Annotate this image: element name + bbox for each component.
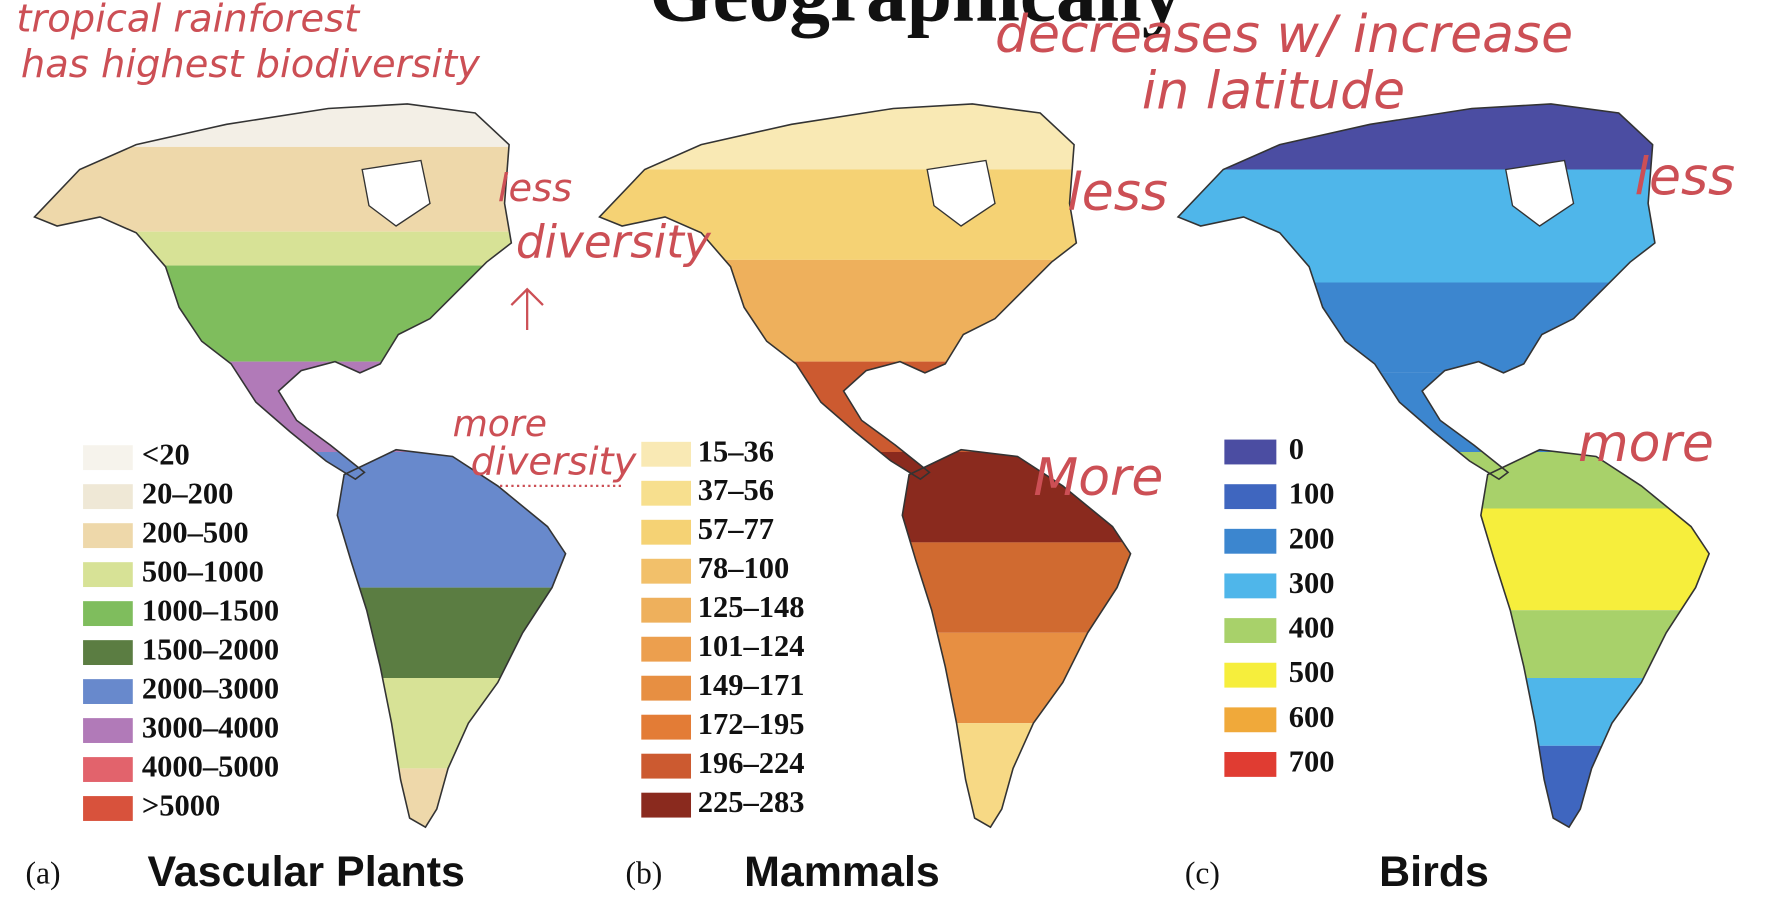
legend-swatch [1224, 752, 1277, 777]
panel-letter: (c) [1185, 856, 1220, 891]
legend-label: 3000–4000 [142, 711, 279, 745]
legend-swatch [641, 441, 692, 467]
panel-caption: Birds [1379, 848, 1489, 896]
legend-swatch [641, 753, 692, 779]
annotation: in latitude [1142, 61, 1405, 121]
legend-label: 2000–3000 [142, 672, 279, 706]
legend-swatch [1224, 618, 1277, 643]
legend-label: 1000–1500 [142, 594, 279, 628]
shade-band [599, 361, 1131, 452]
legend-label: 200–500 [142, 516, 249, 550]
annotation: has highest biodiversity [21, 42, 481, 87]
legend-label: 15–36 [698, 434, 774, 468]
arrow [510, 287, 544, 330]
shade-band [1178, 282, 1710, 373]
legend-swatch [1224, 484, 1277, 510]
legend-label: 200 [1289, 521, 1335, 555]
legend-swatch [83, 484, 133, 510]
legend-label: 37–56 [698, 473, 774, 507]
shade-band [34, 146, 566, 232]
annotation: tropical rainforest [16, 0, 361, 42]
legend-swatch [1224, 662, 1277, 688]
legend-label: 300 [1289, 566, 1335, 600]
shade-band [599, 259, 1131, 362]
legend-swatch [641, 636, 692, 662]
annotation: less [1635, 147, 1736, 207]
legend-label: 500–1000 [142, 555, 264, 589]
panel-caption: Vascular Plants [147, 848, 464, 896]
annotations: tropical rainforest has highest biodiver… [16, 0, 1735, 508]
shade-band [34, 265, 566, 362]
legend-swatch [83, 718, 133, 743]
annotation: more [453, 402, 547, 445]
legend-swatch [1224, 439, 1277, 465]
lake [1504, 159, 1575, 227]
lake [926, 159, 996, 227]
legend-swatch [83, 445, 133, 471]
annotation: less [1067, 163, 1168, 223]
legend-swatch [641, 597, 692, 623]
legend-label: 500 [1289, 655, 1335, 689]
shade-band [34, 231, 566, 266]
lake [361, 159, 431, 227]
legend-label: 172–195 [698, 707, 805, 741]
legend-swatch [641, 480, 692, 506]
legend-label: 225–283 [698, 785, 805, 819]
legend-label: 0 [1289, 432, 1304, 466]
panel-letter: (a) [25, 856, 60, 891]
legend-label: 20–200 [142, 477, 234, 511]
legend-label: 400 [1289, 611, 1335, 645]
legend-label: 1500–2000 [142, 633, 279, 667]
legend-label: 78–100 [698, 551, 790, 585]
legend-swatch [641, 519, 692, 545]
annotation: more [1578, 414, 1714, 474]
legend-label: 600 [1289, 700, 1335, 734]
annotation: diversity [516, 216, 712, 269]
legend-swatch [83, 640, 133, 666]
legend-swatch [1224, 573, 1277, 599]
legend-swatch [641, 792, 692, 818]
legend-label: 100 [1289, 477, 1335, 511]
legend-swatch [641, 558, 692, 584]
page-title: Geographically [649, 0, 1182, 38]
legend-swatch [1224, 528, 1277, 554]
legend-label: 196–224 [698, 746, 805, 780]
panel-caption: Mammals [744, 848, 940, 896]
legend-swatch [83, 562, 133, 588]
legend-label: >5000 [142, 789, 220, 823]
annotation: More [1033, 448, 1163, 508]
legend-swatch [83, 601, 133, 627]
legend-label: 149–171 [698, 668, 805, 702]
legend-swatch [83, 523, 133, 549]
annotation: diversity [471, 440, 638, 485]
annotation: less [498, 166, 572, 211]
legend-swatch [641, 714, 692, 740]
legend-swatch [1224, 707, 1277, 733]
legend-swatch [83, 796, 133, 821]
legend-label: 4000–5000 [142, 750, 279, 784]
legend-swatch [83, 757, 133, 782]
annotation: decreases w/ increase [995, 5, 1573, 65]
legend: 15–36 37–56 57–77 78–100 125–148 101–124 149–1… [641, 434, 805, 819]
legend: 0 100 200 300 400 500 600 700 [1224, 432, 1335, 778]
legend-swatch [83, 679, 133, 704]
legend-label: 101–124 [698, 629, 805, 663]
legend-label: 57–77 [698, 512, 774, 546]
legend-label: 700 [1289, 744, 1335, 778]
legend-label: 125–148 [698, 590, 805, 624]
legend-swatch [641, 675, 692, 701]
panel-letter: (b) [625, 856, 662, 891]
legend: <20 20–200 200–500 500–1000 1000–1500 1500–20… [83, 438, 279, 823]
legend-label: <20 [142, 438, 190, 472]
